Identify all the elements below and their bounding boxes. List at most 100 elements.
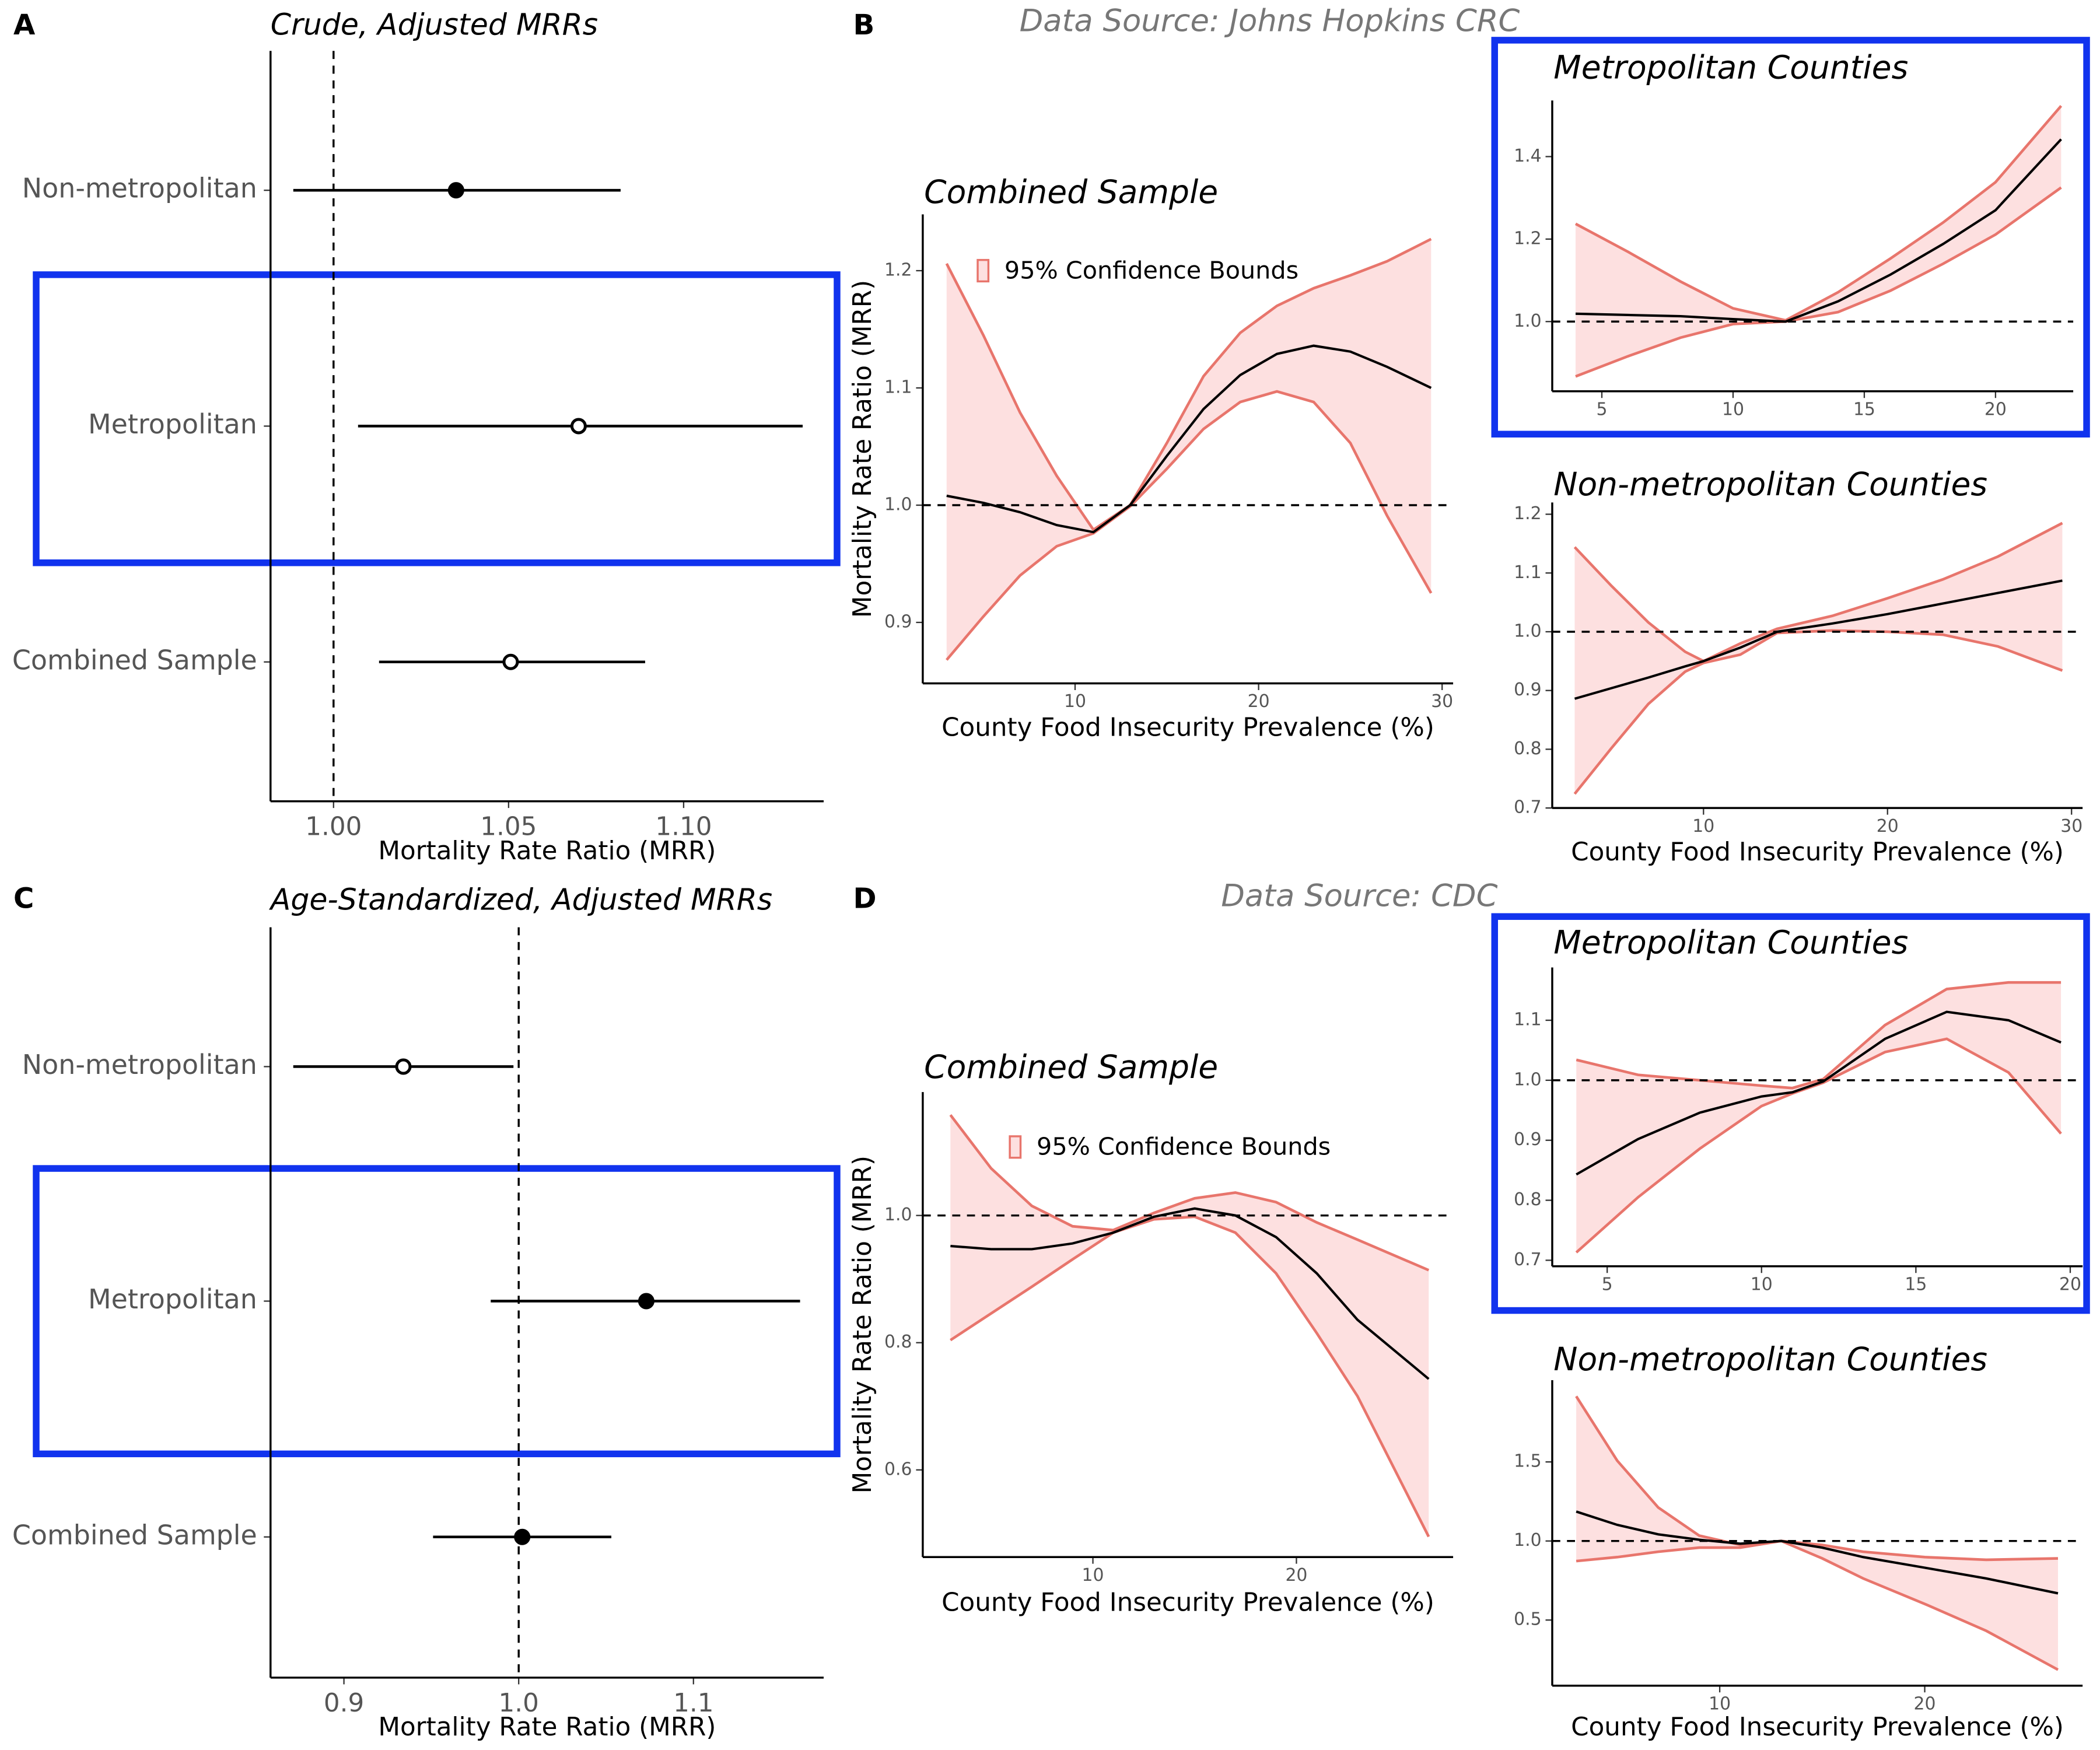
x-tick-label: 20 <box>1985 399 2007 419</box>
upper-bound <box>1573 522 2063 663</box>
category-label: Non-metropolitan <box>22 1049 257 1080</box>
y-axis-label: Mortality Rate Ratio (MRR) <box>848 280 877 618</box>
confidence-band <box>950 1115 1429 1537</box>
x-tick-label: 15 <box>1853 399 1875 419</box>
y-tick-label: 0.8 <box>1514 1189 1541 1210</box>
x-axis-label: County Food Insecurity Prevalence (%) <box>1571 838 2064 867</box>
x-tick-label: 10 <box>1709 1693 1731 1714</box>
estimate-line <box>1575 138 2062 323</box>
x-axis-label: County Food Insecurity Prevalence (%) <box>942 713 1434 743</box>
confidence-band <box>946 239 1432 660</box>
panel-label: B <box>853 9 875 41</box>
panel-title: Non-metropolitan Counties <box>1553 466 1987 503</box>
category-label: Metropolitan <box>88 1283 257 1315</box>
panel-title: Metropolitan Counties <box>1553 49 1908 86</box>
estimate-line <box>1574 579 2063 700</box>
y-tick-label: 0.5 <box>1514 1609 1541 1630</box>
y-tick-label: 1.5 <box>1514 1451 1541 1472</box>
x-tick-label: 20 <box>1248 691 1270 712</box>
y-tick-label: 0.9 <box>1514 680 1541 700</box>
estimate-line <box>946 344 1432 534</box>
panel-title: Combined Sample <box>924 173 1218 211</box>
highlight-box <box>1491 37 2090 438</box>
x-tick-label: 1.10 <box>655 813 712 842</box>
panel-title: Non-metropolitan Counties <box>1553 1340 1987 1378</box>
x-tick-label: 1.0 <box>499 1689 539 1718</box>
x-tick-label: 5 <box>1602 1274 1613 1294</box>
x-tick-label: 10 <box>1064 691 1086 712</box>
y-tick-label: 1.0 <box>1514 621 1541 641</box>
x-tick-label: 0.9 <box>324 1689 364 1718</box>
x-axis-label: County Food Insecurity Prevalence (%) <box>942 1588 1434 1618</box>
upper-bound <box>945 237 1432 532</box>
x-tick-label: 10 <box>1751 1274 1773 1294</box>
estimate-line <box>1576 1010 2062 1176</box>
confidence-band <box>1576 982 2062 1253</box>
x-tick-label: 20 <box>1914 1693 1936 1714</box>
panel-title: Combined Sample <box>924 1048 1218 1086</box>
x-axis-label: Mortality Rate Ratio (MRR) <box>378 1713 716 1742</box>
panel-title: Age-Standardized, Adjusted MRRs <box>269 882 772 916</box>
legend-label: 95% Confidence Bounds <box>1005 256 1298 284</box>
y-tick-label: 1.0 <box>884 1205 912 1225</box>
point-estimate <box>570 418 587 435</box>
estimate-line <box>950 1207 1430 1380</box>
x-tick-label: 10 <box>1082 1565 1104 1586</box>
x-tick-label: 1.00 <box>305 813 362 842</box>
lower-bound <box>1573 629 2063 795</box>
y-tick-label: 1.1 <box>1514 1010 1541 1030</box>
panel-title: Metropolitan Counties <box>1553 924 1908 961</box>
confidence-band <box>1574 523 2063 794</box>
y-tick-label: 1.0 <box>1514 1530 1541 1550</box>
lower-bound <box>1575 186 2062 378</box>
legend-label: 95% Confidence Bounds <box>1037 1133 1331 1161</box>
x-tick-label: 1.05 <box>480 813 537 842</box>
x-tick-label: 30 <box>1431 691 1453 712</box>
y-tick-label: 1.0 <box>1514 1069 1541 1090</box>
y-tick-label: 0.7 <box>1514 1250 1541 1270</box>
y-tick-label: 1.0 <box>1514 311 1541 331</box>
y-tick-label: 1.2 <box>1514 503 1541 524</box>
confidence-band <box>1576 106 2062 377</box>
lower-bound <box>950 1215 1430 1538</box>
y-tick-label: 1.0 <box>884 494 912 514</box>
y-axis-label: Mortality Rate Ratio (MRR) <box>848 1156 877 1493</box>
y-tick-label: 0.6 <box>884 1459 912 1479</box>
category-label: Non-metropolitan <box>22 173 257 204</box>
panel-label: C <box>13 883 34 915</box>
y-tick-label: 0.9 <box>1514 1129 1541 1150</box>
upper-bound <box>949 1114 1430 1272</box>
x-tick-label: 30 <box>2060 816 2082 836</box>
confidence-band <box>1576 1396 2058 1670</box>
point-estimate <box>395 1058 412 1075</box>
x-tick-label: 10 <box>1692 816 1714 836</box>
legend-swatch <box>1009 1135 1022 1159</box>
highlight-box <box>33 271 841 566</box>
panel-label: D <box>853 883 877 915</box>
point-estimate <box>502 653 519 670</box>
x-axis-label: Mortality Rate Ratio (MRR) <box>378 836 716 866</box>
upper-bound <box>1576 981 2062 1090</box>
highlight-box <box>33 1165 841 1458</box>
panel-title: Crude, Adjusted MRRs <box>271 7 598 41</box>
y-tick-label: 0.7 <box>1514 797 1541 818</box>
panel-label: A <box>13 9 36 41</box>
y-tick-label: 1.2 <box>884 260 912 281</box>
data-source: Data Source: Johns Hopkins CRC <box>1020 4 1520 39</box>
y-tick-label: 1.1 <box>1514 562 1541 583</box>
y-tick-label: 1.2 <box>1514 228 1541 249</box>
y-tick-label: 1.4 <box>1514 146 1541 166</box>
y-tick-label: 0.8 <box>884 1332 912 1352</box>
y-tick-label: 0.8 <box>1514 738 1541 759</box>
data-source: Data Source: CDC <box>1221 878 1497 914</box>
x-tick-label: 1.1 <box>673 1689 713 1718</box>
y-tick-label: 1.1 <box>884 377 912 398</box>
x-tick-label: 15 <box>1905 1274 1927 1294</box>
x-axis-label: County Food Insecurity Prevalence (%) <box>1571 1713 2064 1742</box>
x-tick-label: 20 <box>1877 816 1899 836</box>
x-tick-label: 10 <box>1722 399 1744 419</box>
x-tick-label: 20 <box>1285 1565 1307 1586</box>
upper-bound <box>1574 104 2063 322</box>
